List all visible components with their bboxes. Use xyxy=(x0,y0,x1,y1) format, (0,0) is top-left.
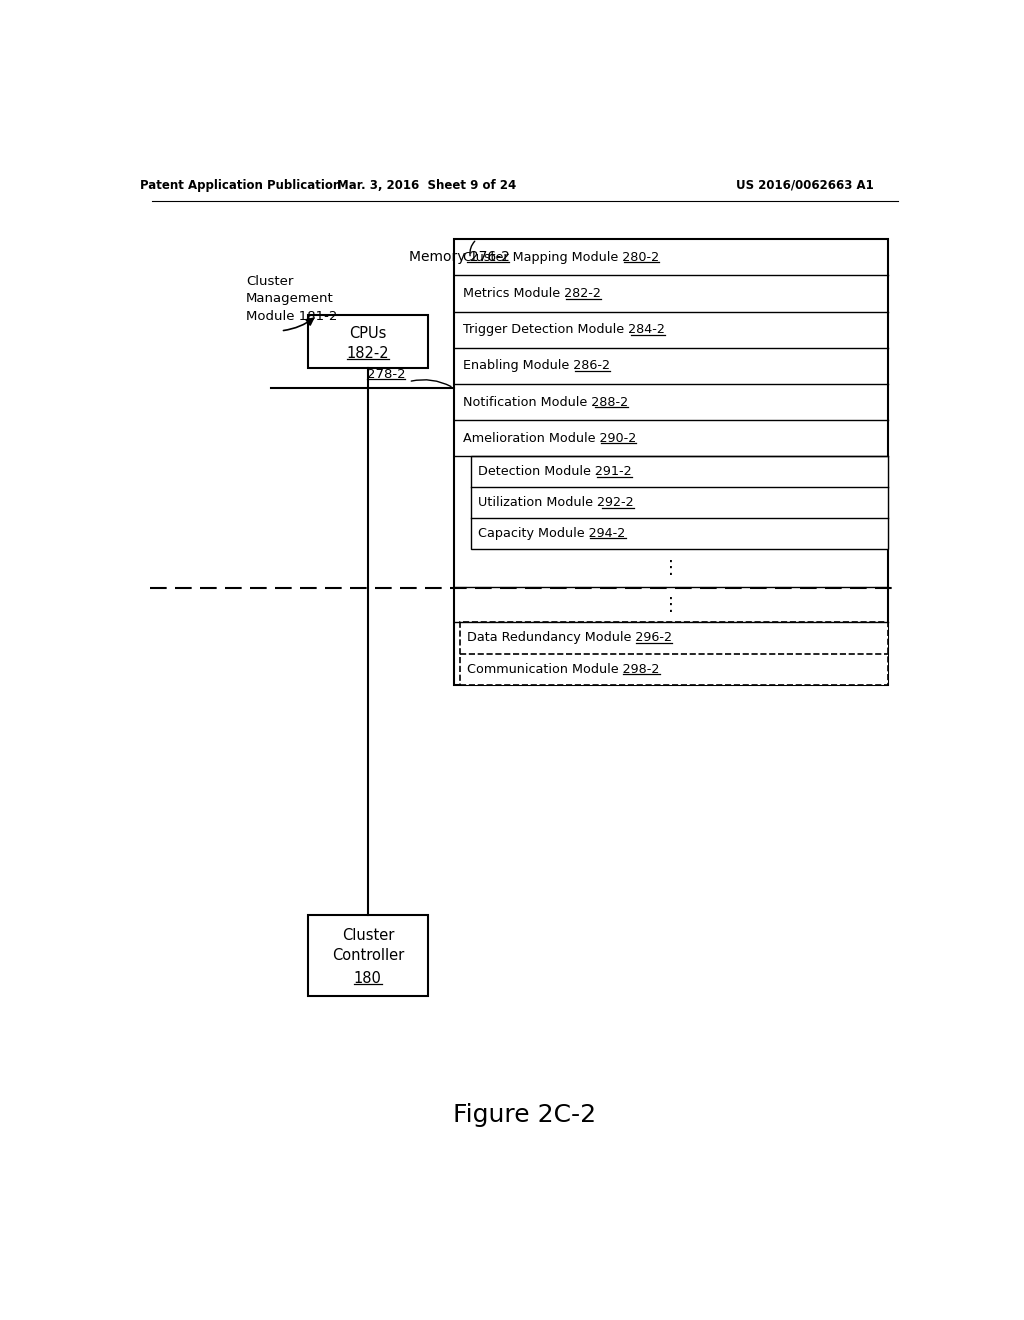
Text: US 2016/0062663 A1: US 2016/0062663 A1 xyxy=(736,178,874,191)
Text: Data Redundancy Module 296-2: Data Redundancy Module 296-2 xyxy=(467,631,673,644)
Text: ⋮: ⋮ xyxy=(662,595,680,614)
Text: Cluster: Cluster xyxy=(342,928,394,942)
Text: 182-2: 182-2 xyxy=(346,346,389,360)
Text: ⋮: ⋮ xyxy=(662,560,680,577)
Text: Patent Application Publication: Patent Application Publication xyxy=(139,178,341,191)
Text: Capacity Module 294-2: Capacity Module 294-2 xyxy=(478,527,626,540)
Text: CPUs: CPUs xyxy=(349,326,386,342)
Text: 180: 180 xyxy=(354,972,382,986)
FancyBboxPatch shape xyxy=(454,239,888,685)
Text: Notification Module 288-2: Notification Module 288-2 xyxy=(463,396,628,409)
Text: Cluster Mapping Module 280-2: Cluster Mapping Module 280-2 xyxy=(463,251,658,264)
FancyBboxPatch shape xyxy=(308,315,428,368)
Text: Communication Module 298-2: Communication Module 298-2 xyxy=(467,663,659,676)
Text: Metrics Module 282-2: Metrics Module 282-2 xyxy=(463,286,601,300)
Text: Enabling Module 286-2: Enabling Module 286-2 xyxy=(463,359,610,372)
Text: Controller: Controller xyxy=(332,948,404,964)
Text: Detection Module 291-2: Detection Module 291-2 xyxy=(478,465,632,478)
Text: Utilization Module 292-2: Utilization Module 292-2 xyxy=(478,496,634,510)
Text: Trigger Detection Module 284-2: Trigger Detection Module 284-2 xyxy=(463,323,665,337)
FancyBboxPatch shape xyxy=(471,457,888,549)
FancyBboxPatch shape xyxy=(308,915,428,997)
Text: Cluster
Management
Module 181-2: Cluster Management Module 181-2 xyxy=(246,275,337,322)
Text: Memory 276-2: Memory 276-2 xyxy=(409,249,509,264)
FancyBboxPatch shape xyxy=(460,622,888,685)
Text: Amelioration Module 290-2: Amelioration Module 290-2 xyxy=(463,432,636,445)
Text: 278-2: 278-2 xyxy=(367,368,406,381)
Text: Mar. 3, 2016  Sheet 9 of 24: Mar. 3, 2016 Sheet 9 of 24 xyxy=(337,178,516,191)
Text: Figure 2C-2: Figure 2C-2 xyxy=(454,1102,596,1127)
